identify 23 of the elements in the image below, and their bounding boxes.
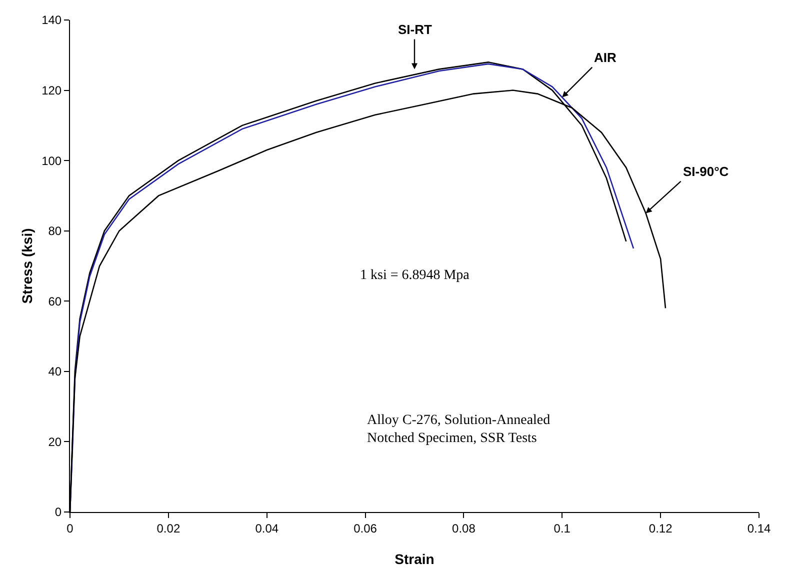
x-tick-label: 0.06 <box>354 521 378 536</box>
y-tick-label: 20 <box>48 434 62 449</box>
x-tick-label: 0.1 <box>554 521 571 536</box>
x-tick-label: 0.02 <box>156 521 180 536</box>
x-tick-label: 0.14 <box>747 521 771 536</box>
annotation: Alloy C-276, Solution-Annealed Notched Specimen, SSR Tests <box>367 413 550 446</box>
y-tick-label: 40 <box>48 364 62 379</box>
y-tick-label: 120 <box>42 83 62 98</box>
annotation: SI-90°C <box>683 164 730 179</box>
x-tick-label: 0.08 <box>452 521 476 536</box>
y-axis-title: Stress (ksi) <box>19 228 35 304</box>
y-tick-label: 0 <box>54 505 62 520</box>
x-axis-title: Strain <box>394 551 434 567</box>
y-tick-label: 100 <box>42 154 62 168</box>
y-tick-label: 140 <box>42 13 62 28</box>
x-tick-label: 0.04 <box>255 521 279 536</box>
x-tick-label: 0.12 <box>648 521 673 536</box>
annotation: SI-RT <box>398 22 432 37</box>
y-tick-label: 80 <box>48 224 62 238</box>
y-tick-label: 60 <box>48 294 62 308</box>
annotation: AIR <box>594 50 617 65</box>
annotation: 1 ksi = 6.8948 Mpa <box>360 268 470 283</box>
x-tick-label: 0 <box>66 521 74 536</box>
